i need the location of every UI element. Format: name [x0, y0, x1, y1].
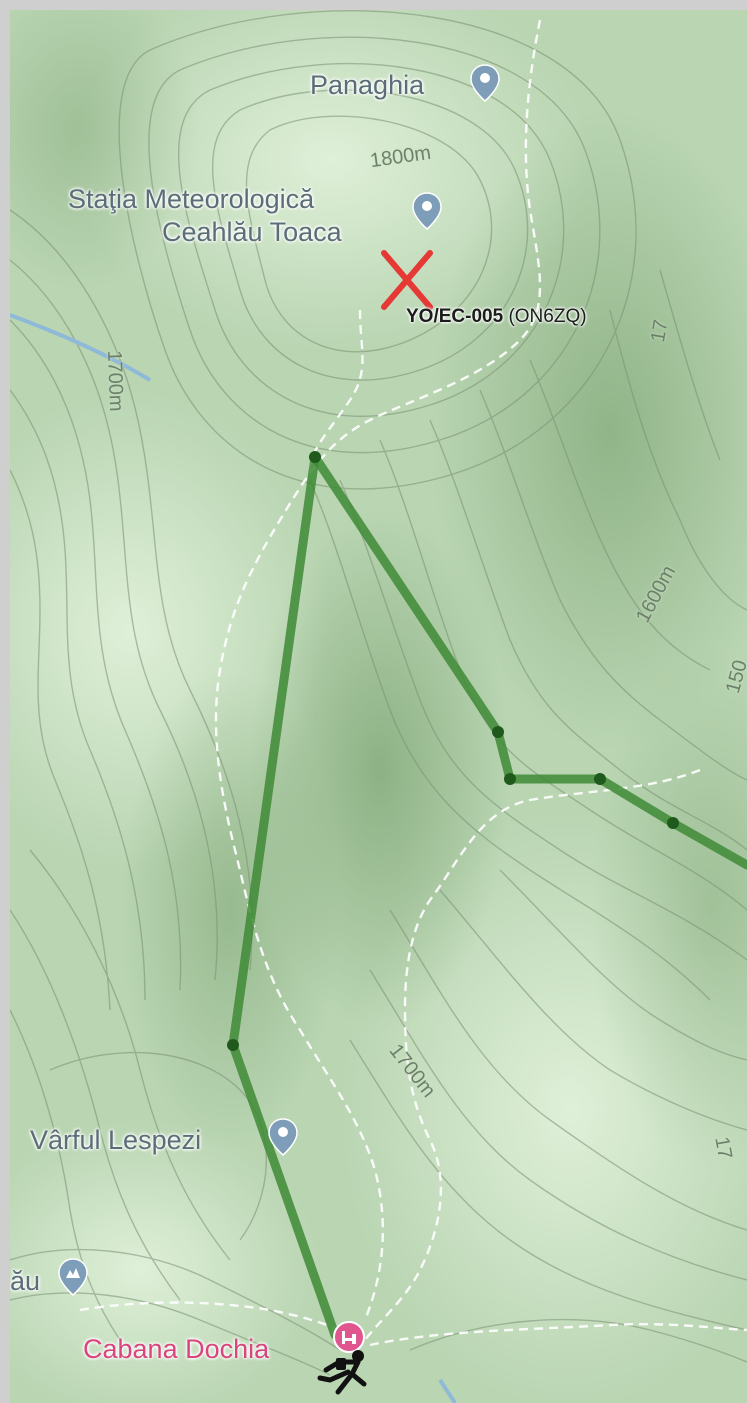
stream-line-2 [438, 1378, 457, 1403]
gps-route [227, 451, 747, 1340]
map-pin-icon[interactable] [470, 64, 500, 102]
map-view[interactable]: 1800m 1700m 17 1600m 150 1700m 17 Panagh… [10, 10, 747, 1403]
contour-label-17-edge: 17 [710, 1135, 736, 1161]
poi-label-panaghia[interactable]: Panaghia [310, 70, 425, 100]
contour-label-17-right: 17 [647, 318, 673, 344]
summit-cross-icon[interactable] [381, 250, 433, 310]
map-pin-icon[interactable] [268, 1118, 298, 1156]
hillshade [10, 10, 747, 1403]
poi-label-cabana-dochia[interactable]: Cabana Dochia [83, 1334, 270, 1364]
poi-label-statia-line2[interactable]: Ceahlău Toaca [162, 217, 342, 247]
contour-label-1700-left: 1700m [103, 350, 128, 412]
poi-label-statia-line1[interactable]: Staţia Meteorologică [68, 184, 315, 214]
hiker-icon[interactable] [308, 1340, 378, 1403]
summit-ref: YO/EC-005 [406, 306, 504, 327]
map-pin-icon[interactable] [412, 192, 442, 230]
stream-line [10, 313, 152, 382]
summit-marker-label[interactable]: YO/EC-005 (ON6ZQ) [406, 306, 587, 328]
summit-operator: (ON6ZQ) [508, 306, 587, 327]
poi-label-varful-lespezi[interactable]: Vârful Lespezi [30, 1125, 202, 1155]
poi-label-partial[interactable]: ău [10, 1266, 41, 1296]
peak-icon[interactable] [58, 1258, 88, 1296]
hut-icon[interactable] [332, 1320, 366, 1354]
map-canvas[interactable] [10, 10, 747, 1403]
